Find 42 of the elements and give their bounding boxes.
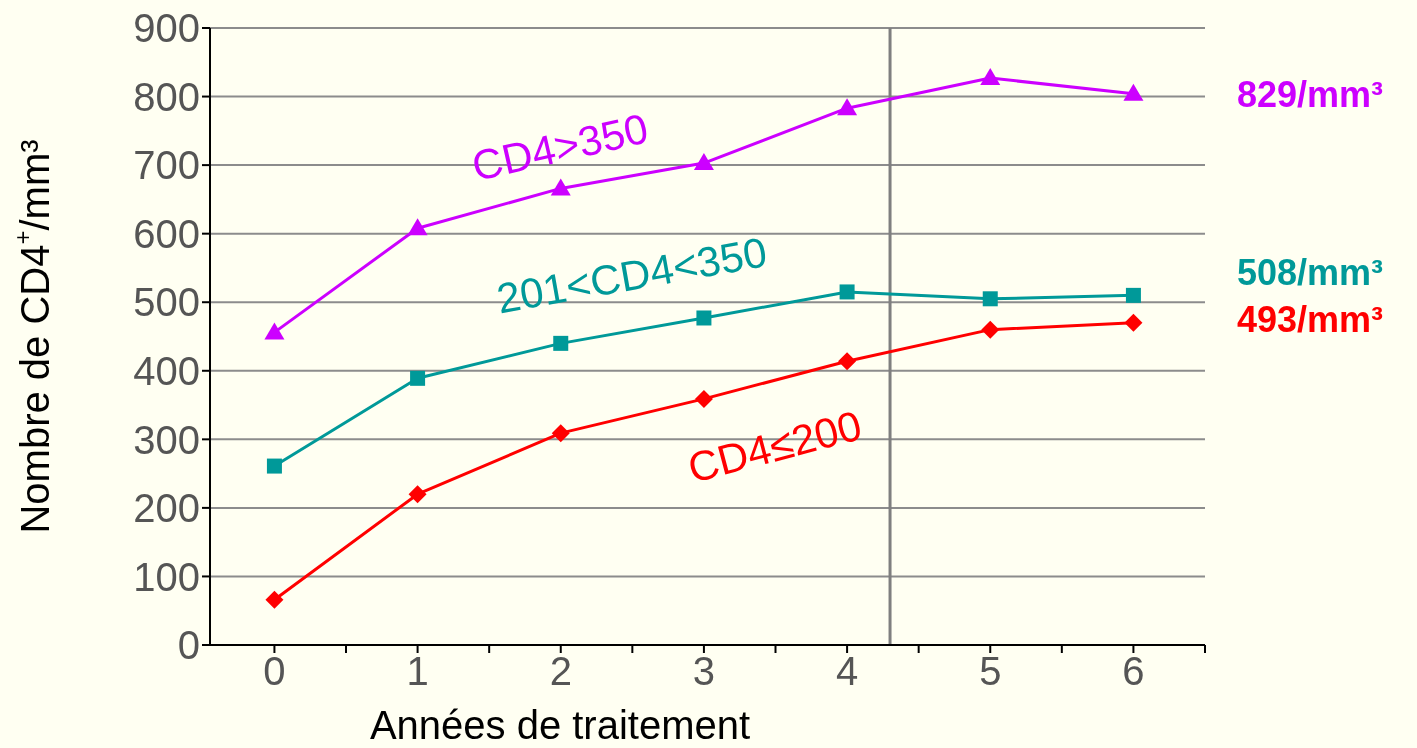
y-tick-label: 600 (133, 211, 200, 256)
y-tick-label: 100 (133, 554, 200, 599)
point (1124, 313, 1143, 332)
y-tick-label: 900 (133, 6, 200, 51)
x-axis-title: Années de traitement (369, 702, 751, 747)
point (551, 424, 570, 443)
point (693, 153, 714, 171)
x-tick-label: 2 (549, 649, 572, 694)
x-tick-label: 0 (263, 649, 286, 694)
text: 508/mm³ (1236, 251, 1384, 293)
y-tick-label: 300 (133, 417, 200, 462)
point (550, 178, 571, 196)
text: 829/mm³ (1236, 73, 1384, 115)
x-tick-label: 1 (406, 649, 429, 694)
y-tick-label: 800 (133, 74, 200, 119)
point (407, 218, 428, 236)
point (694, 389, 713, 408)
point (982, 291, 998, 307)
point (838, 352, 857, 371)
point (839, 284, 855, 300)
point (264, 322, 285, 340)
point (266, 458, 282, 474)
y-tick-label: 400 (133, 348, 200, 393)
point (410, 370, 426, 386)
x-tick-label: 4 (835, 649, 859, 694)
x-tick-label: 3 (692, 649, 716, 694)
text: CD4>350 (467, 104, 653, 191)
point (1125, 287, 1141, 303)
text: CD4≤200 (682, 401, 867, 493)
point (837, 98, 858, 116)
point (265, 590, 284, 609)
point (981, 320, 1000, 339)
point (408, 485, 427, 504)
text: 493/mm³ (1236, 298, 1384, 340)
y-tick-label: 500 (133, 280, 200, 325)
point (980, 68, 1001, 86)
x-tick-label: 6 (1122, 649, 1145, 694)
point (553, 335, 569, 351)
y-tick-label: 200 (133, 486, 200, 531)
y-tick-label: 700 (133, 143, 200, 188)
x-tick-label: 5 (979, 649, 1002, 694)
point (1123, 83, 1144, 101)
